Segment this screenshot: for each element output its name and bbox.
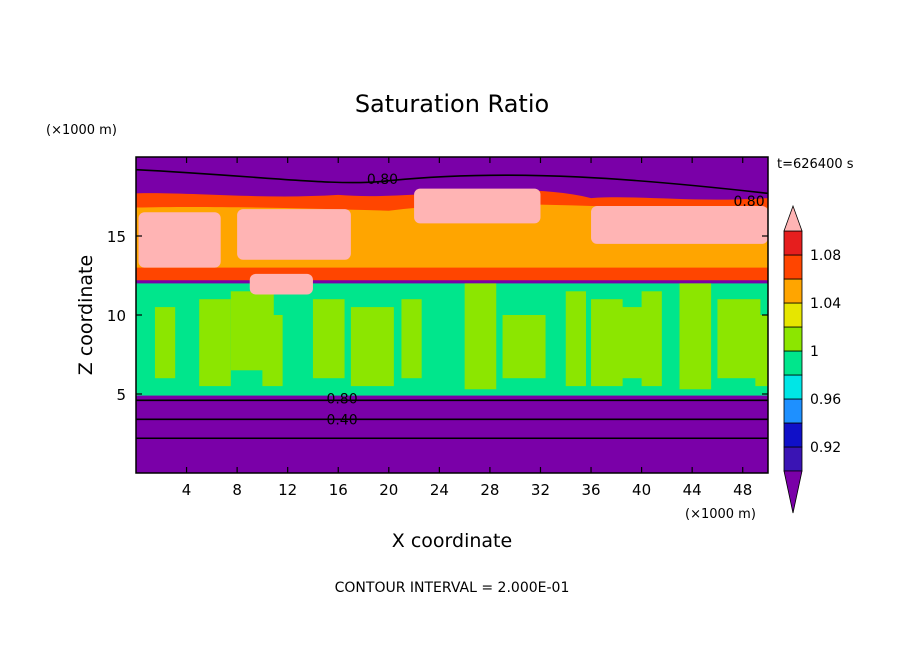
x-tick-label: 32 [531,481,550,499]
colorbar-segment [783,374,803,400]
y-axis-label: Z coordinate [75,255,97,375]
y-axis: 5 10 15 [107,228,768,404]
field-layer-bottom [136,397,768,473]
field-streak [717,299,761,379]
colorbar-tick-label: 1 [810,344,819,360]
field-patch-supersaturated [138,212,221,268]
field-streak [502,315,546,379]
x-tick-label: 8 [232,481,242,499]
colorbar-tick-label: 0.92 [810,440,841,456]
colorbar: 0.92 0.96 1 1.04 1.08 [783,204,841,514]
field-streak [312,299,345,379]
x-tick-label: 20 [379,481,398,499]
colorbar-segment [783,398,803,424]
field-streak [154,307,176,379]
colorbar-segment [783,422,803,448]
field-streak [755,315,768,387]
field-streak [641,291,662,387]
colorbar-top-arrow [783,204,803,232]
x-tick-label: 16 [329,481,348,499]
field-streak [464,283,497,390]
contour-labels: 0.80 0.80 0.80 0.40 [326,172,764,428]
contour-label: 0.80 [326,392,357,408]
x-unit-label: (×1000 m) [685,507,756,522]
contour-label: 0.80 [733,194,764,210]
colorbar-tick-label: 0.96 [810,392,841,408]
contour-label: 0.40 [326,412,357,428]
colorbar-bottom-arrow [783,470,803,514]
x-tick-label: 48 [733,481,752,499]
field-layer-top [136,157,768,184]
x-tick-label: 24 [430,481,449,499]
colorbar-segment [783,254,803,280]
x-tick-label: 28 [480,481,499,499]
colorbar-segment [783,302,803,328]
field-streak [199,299,231,387]
colorbar-segment [783,230,803,256]
contour-line [136,168,768,195]
contour-label: 0.80 [367,172,398,188]
colorbar-segment [783,326,803,352]
colorbar-segment [783,350,803,376]
field-patch-supersaturated [591,205,768,244]
y-tick-label: 10 [107,307,126,325]
y-tick-label: 5 [116,386,126,404]
colorbar-tick-label: 1.08 [810,248,841,264]
x-axis-label: X coordinate [392,530,512,552]
x-tick-label: 44 [683,481,702,499]
field-streak [350,307,394,387]
x-tick-label: 40 [632,481,651,499]
x-axis: 4 8 12 16 20 24 28 32 36 40 44 48 [182,157,752,499]
field-patch-supersaturated [249,273,313,295]
time-label: t=626400 s [777,157,854,172]
field-streak [262,315,283,387]
plot-area [136,157,768,473]
field-streak [401,299,422,379]
field-streak [565,291,586,387]
colorbar-tick-label: 1.04 [810,296,841,312]
field-streak [679,283,712,390]
x-tick-label: 12 [278,481,297,499]
x-tick-label: 36 [581,481,600,499]
field-patch-supersaturated [414,188,541,224]
colorbar-segment [783,278,803,304]
y-tick-label: 15 [107,228,126,246]
field-patch-supersaturated [237,209,351,260]
chart-title: Saturation Ratio [355,90,549,118]
y-unit-label: (×1000 m) [46,123,117,138]
contour-interval-note: CONTOUR INTERVAL = 2.000E-01 [335,580,570,596]
colorbar-segment [783,446,803,472]
x-tick-label: 4 [182,481,192,499]
